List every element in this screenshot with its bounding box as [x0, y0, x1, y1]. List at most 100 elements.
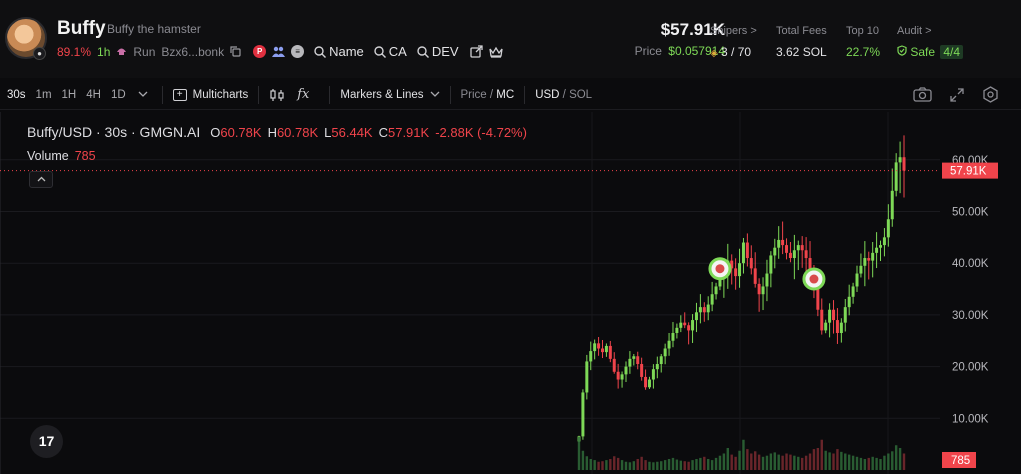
- sol-toggle-label[interactable]: SOL: [569, 88, 593, 101]
- expand-icon[interactable]: [950, 87, 964, 102]
- currency-toggle[interactable]: USD / SOL: [535, 89, 592, 101]
- candle-body[interactable]: [824, 322, 828, 331]
- mc-toggle-label[interactable]: MC: [496, 88, 515, 101]
- candle-body[interactable]: [687, 325, 691, 331]
- candle-body[interactable]: [800, 245, 804, 251]
- candle-body[interactable]: [659, 356, 663, 365]
- candle-body[interactable]: [894, 162, 898, 191]
- price-chart[interactable]: 10.00K 20.00K 30.00K 40.00K 50.00K 60.00K 57.9…: [0, 112, 1021, 474]
- search-dev-link[interactable]: DEV: [417, 44, 459, 59]
- camera-icon[interactable]: [913, 87, 932, 102]
- candle-body[interactable]: [620, 374, 624, 380]
- candle-body[interactable]: [867, 258, 871, 261]
- candle-body[interactable]: [898, 157, 902, 163]
- candle-body[interactable]: [651, 369, 655, 380]
- candle-body[interactable]: [640, 364, 644, 377]
- candle-body[interactable]: [589, 351, 593, 362]
- candle-body[interactable]: [624, 366, 628, 375]
- candle-body[interactable]: [741, 242, 745, 264]
- candle-body[interactable]: [597, 343, 601, 349]
- candle-body[interactable]: [820, 309, 824, 331]
- candle-body[interactable]: [612, 358, 616, 372]
- candle-body[interactable]: [785, 245, 789, 253]
- candle-body[interactable]: [808, 258, 812, 271]
- token-avatar[interactable]: [5, 17, 47, 59]
- candle-body[interactable]: [761, 286, 765, 295]
- snipers-label[interactable]: Snipers >: [710, 25, 757, 37]
- candle-body[interactable]: [706, 304, 710, 313]
- candle-body[interactable]: [655, 364, 659, 370]
- candle-body[interactable]: [600, 348, 604, 353]
- candle-body[interactable]: [616, 371, 620, 380]
- share-icon[interactable]: [469, 45, 483, 58]
- candle-body[interactable]: [749, 258, 753, 269]
- candle-body[interactable]: [628, 358, 632, 367]
- candle-body[interactable]: [730, 260, 734, 269]
- candle-body[interactable]: [632, 356, 636, 359]
- audit-label[interactable]: Audit >: [897, 25, 932, 37]
- markers-lines-dropdown[interactable]: Markers & Lines: [340, 89, 439, 101]
- price-toggle-label[interactable]: Price: [460, 88, 487, 101]
- contract-address[interactable]: Bzx6...bonk: [161, 44, 225, 59]
- candle-body[interactable]: [773, 247, 777, 256]
- candle-body[interactable]: [871, 252, 875, 261]
- timeframe-4h[interactable]: 4H: [86, 88, 101, 101]
- candle-body[interactable]: [879, 245, 883, 248]
- timeframe-1m[interactable]: 1m: [35, 88, 52, 101]
- settings-icon[interactable]: [982, 86, 999, 103]
- usd-toggle-label[interactable]: USD: [535, 88, 560, 101]
- candle-body[interactable]: [710, 294, 714, 305]
- search-name-link[interactable]: Name: [314, 44, 364, 59]
- candle-body[interactable]: [875, 247, 879, 253]
- list-icon[interactable]: ≡: [291, 45, 305, 58]
- candle-body[interactable]: [585, 361, 589, 393]
- candle-body[interactable]: [788, 252, 792, 259]
- candle-body[interactable]: [694, 312, 698, 321]
- candle-body[interactable]: [832, 309, 836, 321]
- people-icon[interactable]: [272, 46, 286, 58]
- candle-body[interactable]: [769, 255, 773, 274]
- candle-body[interactable]: [714, 286, 718, 295]
- candle-body[interactable]: [781, 239, 785, 246]
- candle-body[interactable]: [757, 283, 761, 295]
- candle-body[interactable]: [902, 157, 906, 171]
- candle-body[interactable]: [839, 322, 843, 333]
- price-mc-toggle[interactable]: Price / MC: [461, 89, 515, 101]
- candle-body[interactable]: [835, 320, 839, 333]
- candle-body[interactable]: [796, 245, 800, 251]
- candle-body[interactable]: [890, 190, 894, 220]
- timeframe-30s[interactable]: 30s: [7, 88, 26, 101]
- candle-body[interactable]: [593, 343, 597, 352]
- copy-icon[interactable]: [230, 46, 241, 57]
- candle-body[interactable]: [691, 320, 695, 331]
- candle-body[interactable]: [765, 273, 769, 287]
- candle-body[interactable]: [663, 348, 667, 357]
- candle-body[interactable]: [828, 309, 832, 323]
- candle-body[interactable]: [718, 278, 722, 287]
- candle-body[interactable]: [855, 273, 859, 287]
- candle-body[interactable]: [816, 289, 820, 310]
- indicators-icon[interactable]: fx: [297, 87, 310, 102]
- candles-icon[interactable]: [269, 88, 285, 102]
- candle-body[interactable]: [882, 237, 886, 246]
- pinterest-icon[interactable]: P: [253, 45, 267, 58]
- candle-body[interactable]: [636, 356, 640, 365]
- candle-body[interactable]: [698, 307, 702, 313]
- candle-body[interactable]: [843, 307, 847, 323]
- candle-body[interactable]: [683, 322, 687, 326]
- candle-body[interactable]: [863, 258, 867, 266]
- candle-body[interactable]: [671, 332, 675, 341]
- candle-body[interactable]: [604, 345, 608, 353]
- multicharts-button[interactable]: + Multicharts: [172, 88, 248, 101]
- collapse-legend-button[interactable]: [29, 171, 53, 188]
- candle-body[interactable]: [847, 296, 851, 308]
- candle-body[interactable]: [859, 265, 863, 274]
- candle-body[interactable]: [777, 239, 781, 248]
- candle-body[interactable]: [734, 268, 738, 277]
- timeframe-1h[interactable]: 1H: [61, 88, 77, 101]
- candle-body[interactable]: [679, 322, 683, 328]
- tradingview-logo[interactable]: 17: [30, 425, 63, 458]
- candle-body[interactable]: [804, 250, 808, 259]
- timeframe-1d[interactable]: 1D: [110, 88, 126, 101]
- candle-body[interactable]: [667, 340, 671, 349]
